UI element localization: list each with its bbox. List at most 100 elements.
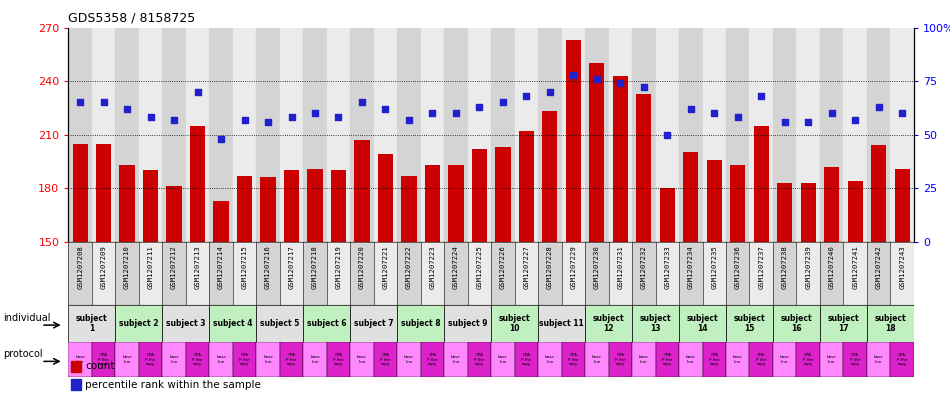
- Text: subject
17: subject 17: [827, 314, 859, 333]
- Bar: [585, 305, 632, 342]
- Bar: [796, 242, 820, 305]
- Bar: [726, 28, 750, 242]
- Point: [707, 110, 722, 116]
- Bar: [890, 342, 914, 377]
- Text: subject
14: subject 14: [687, 314, 718, 333]
- Text: subject
12: subject 12: [593, 314, 624, 333]
- Bar: [162, 305, 209, 342]
- Text: GSM1207222: GSM1207222: [406, 245, 412, 288]
- Text: subject
1: subject 1: [76, 314, 107, 333]
- Text: GSM1207238: GSM1207238: [782, 245, 788, 288]
- Text: base
line: base line: [780, 355, 789, 364]
- Text: subject 11: subject 11: [540, 319, 584, 328]
- Text: CPA
P the
rapy: CPA P the rapy: [756, 353, 767, 366]
- Bar: [397, 28, 421, 242]
- Bar: [844, 28, 867, 242]
- Bar: [92, 28, 115, 242]
- Text: base
line: base line: [404, 355, 414, 364]
- Bar: [162, 342, 186, 377]
- Bar: [565, 40, 581, 242]
- Bar: [373, 342, 397, 377]
- Bar: [753, 126, 769, 242]
- Bar: [632, 305, 679, 342]
- Bar: [354, 140, 370, 242]
- Point: [495, 99, 510, 106]
- Bar: [679, 342, 702, 377]
- Point: [96, 99, 111, 106]
- Point: [143, 114, 159, 121]
- Text: CPA
P the
rapy: CPA P the rapy: [803, 353, 813, 366]
- Bar: [397, 242, 421, 305]
- Bar: [445, 305, 491, 342]
- Bar: [303, 28, 327, 242]
- Text: count: count: [86, 362, 115, 371]
- Bar: [538, 305, 585, 342]
- Text: CPA
P the
rapy: CPA P the rapy: [522, 353, 532, 366]
- Text: base
line: base line: [498, 355, 507, 364]
- Bar: [139, 342, 162, 377]
- Bar: [585, 28, 609, 242]
- Bar: [609, 342, 632, 377]
- Bar: [115, 242, 139, 305]
- Bar: [401, 176, 417, 242]
- Bar: [327, 242, 351, 305]
- Text: GSM1207226: GSM1207226: [500, 245, 506, 288]
- Bar: [702, 28, 726, 242]
- Bar: [209, 28, 233, 242]
- Bar: [773, 28, 796, 242]
- Text: GSM1207217: GSM1207217: [289, 245, 294, 288]
- Point: [519, 93, 534, 99]
- Point: [847, 116, 863, 123]
- Text: GSM1207218: GSM1207218: [312, 245, 318, 288]
- Bar: [890, 28, 914, 242]
- Bar: [425, 165, 440, 242]
- Bar: [589, 63, 604, 242]
- Point: [354, 99, 370, 106]
- Point: [72, 99, 87, 106]
- Bar: [538, 242, 561, 305]
- Bar: [679, 305, 726, 342]
- Bar: [233, 242, 256, 305]
- Bar: [472, 149, 487, 242]
- Bar: [68, 342, 92, 377]
- Bar: [139, 28, 162, 242]
- Bar: [632, 242, 655, 305]
- Text: subject 9: subject 9: [447, 319, 487, 328]
- Bar: [378, 154, 393, 242]
- Text: subject 3: subject 3: [166, 319, 205, 328]
- Bar: [279, 342, 303, 377]
- Text: GSM1207241: GSM1207241: [852, 245, 858, 288]
- Bar: [632, 28, 655, 242]
- Bar: [495, 147, 510, 242]
- Bar: [890, 242, 914, 305]
- Text: GSM1207240: GSM1207240: [828, 245, 835, 288]
- Bar: [120, 165, 135, 242]
- Bar: [421, 28, 445, 242]
- Bar: [867, 28, 890, 242]
- Point: [378, 106, 393, 112]
- Text: protocol: protocol: [4, 349, 43, 359]
- Point: [190, 88, 205, 95]
- Text: base
line: base line: [169, 355, 179, 364]
- Text: percentile rank within the sample: percentile rank within the sample: [86, 380, 261, 389]
- Text: base
line: base line: [123, 355, 132, 364]
- Text: CPA
P the
rapy: CPA P the rapy: [709, 353, 719, 366]
- Text: GSM1207221: GSM1207221: [383, 245, 389, 288]
- Text: GSM1207229: GSM1207229: [570, 245, 577, 288]
- Bar: [538, 28, 561, 242]
- Bar: [895, 169, 910, 242]
- Bar: [139, 242, 162, 305]
- Bar: [166, 186, 181, 242]
- Text: subject
16: subject 16: [781, 314, 812, 333]
- Bar: [256, 28, 279, 242]
- Text: GSM1207220: GSM1207220: [359, 245, 365, 288]
- Bar: [397, 305, 445, 342]
- Bar: [186, 28, 209, 242]
- Bar: [142, 170, 159, 242]
- Text: CPA
P the
rapy: CPA P the rapy: [145, 353, 156, 366]
- Bar: [327, 28, 351, 242]
- Point: [824, 110, 839, 116]
- Bar: [609, 242, 632, 305]
- Bar: [519, 131, 534, 242]
- Bar: [445, 28, 467, 242]
